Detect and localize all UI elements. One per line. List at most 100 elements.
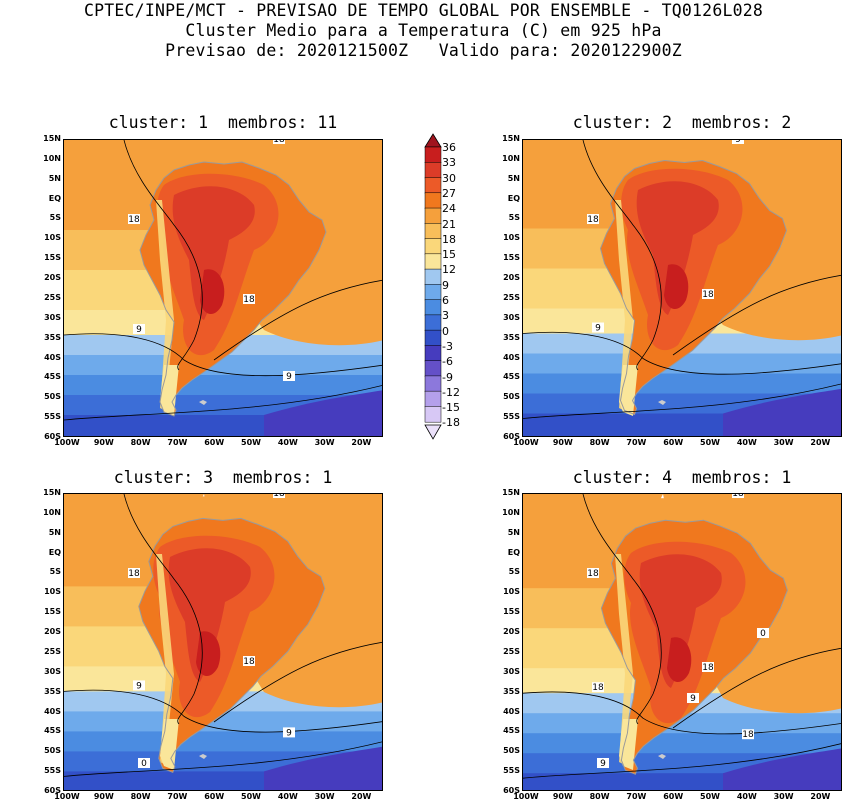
panel-4-title: cluster: 4 membros: 1 xyxy=(572,468,792,487)
lat-tick-label: 25S xyxy=(44,646,61,656)
lat-tick-label: 50S xyxy=(503,746,520,756)
lat-tick-label: EQ xyxy=(507,547,520,557)
lat-tick-label: 35S xyxy=(44,332,61,342)
lon-tick-label: 80W xyxy=(130,438,151,447)
lat-tick-label: 55S xyxy=(44,412,61,422)
contour-label: 0 xyxy=(138,758,150,769)
colorbar-level-label: 0 xyxy=(442,324,449,338)
colorbar-swatch xyxy=(424,207,442,225)
lat-tick-label: 15N xyxy=(43,134,61,143)
lat-tick-label: 15S xyxy=(503,607,520,617)
colorbar-level-label: 9 xyxy=(442,278,449,292)
lon-tick-label: 100W xyxy=(513,438,539,447)
lat-tick-label: 30S xyxy=(503,666,520,676)
lat-tick-label: 35S xyxy=(44,686,61,696)
lat-tick-label: 50S xyxy=(503,392,520,402)
lon-tick-label: 40W xyxy=(277,792,298,801)
lon-tick-label: 30W xyxy=(773,438,794,447)
colorbar-swatch xyxy=(424,314,442,331)
lat-tick-label: 15N xyxy=(502,488,520,497)
colorbar-level-label: -9 xyxy=(442,370,453,384)
lon-tick-label: 40W xyxy=(736,438,757,447)
contour-label: 18 xyxy=(587,214,599,225)
panel-1-title: cluster: 1 membros: 11 xyxy=(108,113,338,132)
lon-tick-label: 30W xyxy=(773,792,794,801)
lat-tick-label: 10S xyxy=(503,587,520,597)
map-panel-2: 18 18 9 9 xyxy=(522,139,842,437)
map-svg: 18 18 18 9 9 0 xyxy=(64,494,382,790)
colorbar-level-label: -3 xyxy=(442,339,453,353)
lat-tick-label: 10S xyxy=(44,233,61,243)
header-line-2: Cluster Medio para a Temperatura (C) em … xyxy=(185,21,662,40)
lat-tick-label: 15S xyxy=(503,253,520,263)
svg-text:9: 9 xyxy=(286,728,292,738)
lon-tick-label: 100W xyxy=(513,792,539,801)
lon-tick-label: 30W xyxy=(314,792,335,801)
lat-tick-label: 55S xyxy=(503,766,520,776)
lat-tick-label: 50S xyxy=(44,746,61,756)
lon-tick-label: 90W xyxy=(93,792,114,801)
lon-tick-label: 60W xyxy=(663,438,684,447)
colorbar-level-label: 3 xyxy=(442,309,449,323)
colorbar-swatch xyxy=(424,299,442,316)
lat-tick-label: 10S xyxy=(44,587,61,597)
contour-label: 9 xyxy=(283,371,295,382)
lon-tick-label: 80W xyxy=(589,792,610,801)
contour-label: 9 xyxy=(133,324,145,335)
contour-label: 18 xyxy=(273,140,285,145)
lat-tick-label: 40S xyxy=(44,352,61,362)
contour-label: 18 xyxy=(592,682,604,693)
lon-tick-label: 90W xyxy=(93,438,114,447)
colorbar-bottom-arrow xyxy=(424,424,442,440)
lat-tick-label: 45S xyxy=(44,726,61,736)
contour-label: 18 xyxy=(702,289,714,300)
contour-label: 9 xyxy=(592,322,604,334)
lat-tick-label: 5N xyxy=(507,527,520,537)
lat-tick-label: 5S xyxy=(508,567,520,577)
lat-tick-label: EQ xyxy=(48,547,61,557)
colorbar-level-label: 6 xyxy=(442,294,449,307)
lon-tick-label: 30W xyxy=(314,438,335,447)
svg-text:9: 9 xyxy=(286,372,292,382)
lon-tick-label: 20W xyxy=(810,792,831,801)
lon-tick-label: 40W xyxy=(736,792,757,801)
colorbar-level-label: -6 xyxy=(442,355,453,369)
panel-3-title: cluster: 3 membros: 1 xyxy=(113,468,333,487)
contour-label: 0 xyxy=(757,628,769,639)
colorbar-level-label: 21 xyxy=(442,217,456,231)
lat-tick-label: 5S xyxy=(508,213,520,223)
lat-tick-label: 10N xyxy=(43,153,61,163)
colorbar-swatch xyxy=(424,406,442,423)
contour-label: 18 xyxy=(128,568,140,579)
colorbar-swatch xyxy=(424,360,442,377)
svg-text:18: 18 xyxy=(702,290,714,300)
colorbar-swatch xyxy=(424,390,442,408)
lat-tick-label: 10S xyxy=(503,233,520,243)
svg-text:9: 9 xyxy=(595,324,601,334)
lat-tick-label: 45S xyxy=(44,372,61,382)
map-panel-3: 18 18 18 9 9 0 xyxy=(63,493,383,791)
lat-tick-label: 45S xyxy=(503,372,520,382)
svg-text:18: 18 xyxy=(273,140,285,145)
lat-tick-label: 5S xyxy=(49,213,61,223)
colorbar-swatch xyxy=(424,146,442,164)
svg-text:18: 18 xyxy=(128,569,140,579)
lat-tick-label: 25S xyxy=(503,292,520,302)
svg-text:9: 9 xyxy=(136,325,142,335)
lon-tick-label: 20W xyxy=(351,438,372,447)
lat-tick-label: 20S xyxy=(503,627,520,637)
lon-tick-label: 70W xyxy=(167,792,188,801)
svg-text:9: 9 xyxy=(735,140,741,145)
lat-tick-label: 40S xyxy=(44,706,61,716)
contour-label: 9 xyxy=(133,680,145,691)
contour-label: 9 xyxy=(283,727,295,738)
colorbar-level-label: 12 xyxy=(442,263,456,277)
contour-label: 9 xyxy=(732,140,744,145)
lat-tick-label: 15S xyxy=(44,607,61,617)
svg-text:0: 0 xyxy=(760,629,766,639)
colorbar-level-label: -12 xyxy=(442,385,460,399)
lon-tick-label: 70W xyxy=(167,438,188,447)
map-svg: 18 18 18 18 18 9 9 0 xyxy=(523,494,841,790)
svg-text:18: 18 xyxy=(732,494,744,499)
panel-2-title: cluster: 2 membros: 2 xyxy=(572,113,792,132)
